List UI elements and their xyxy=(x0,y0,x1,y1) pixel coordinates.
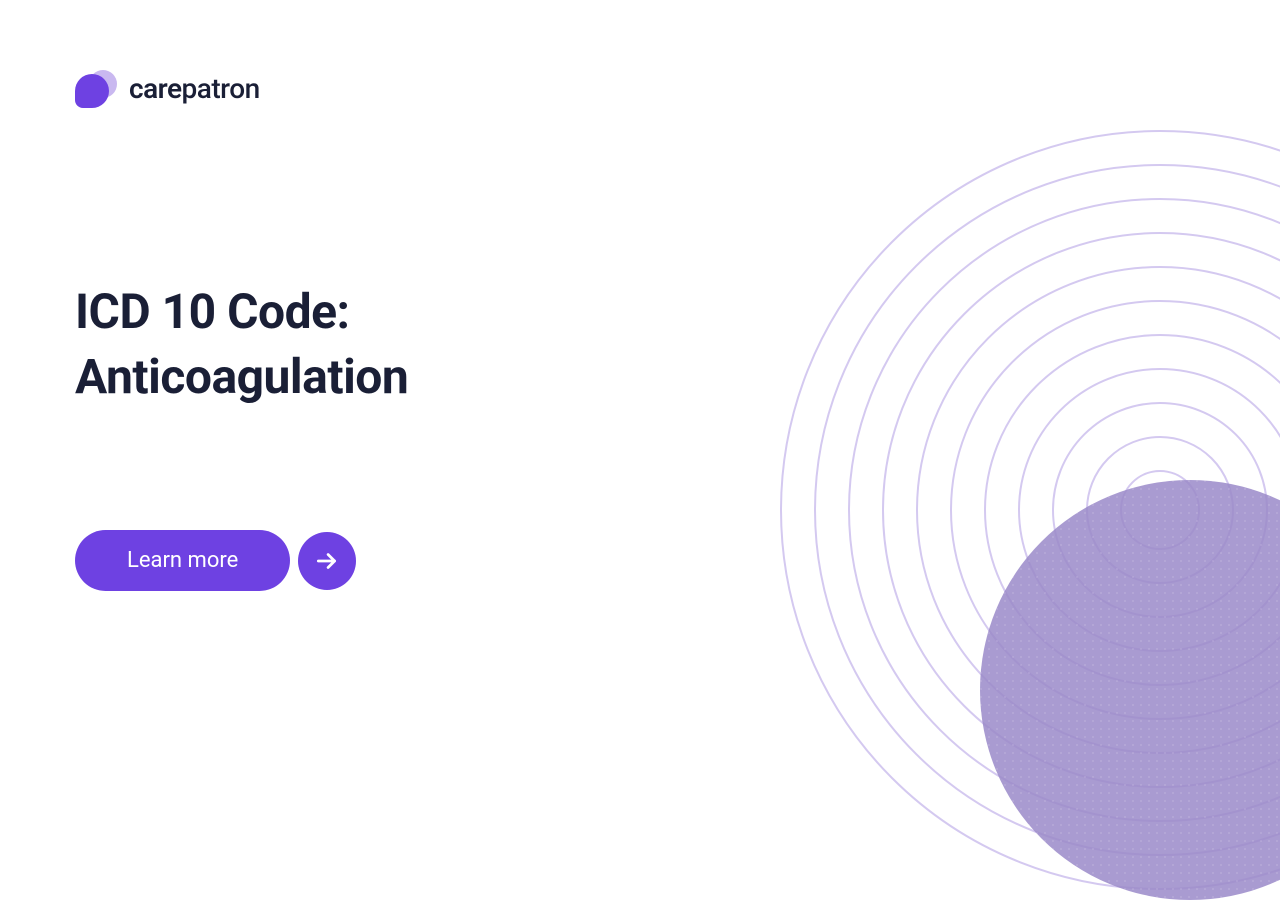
page-title: ICD 10 Code: Anticoagulation xyxy=(75,280,408,410)
logo-mark-icon xyxy=(75,70,117,106)
corner-blob-decoration xyxy=(980,480,1280,900)
brand-name-suffix: patron xyxy=(182,72,260,105)
brand-name: carepatron xyxy=(129,72,260,105)
learn-more-button[interactable]: Learn more xyxy=(75,530,290,591)
brand-logo[interactable]: carepatron xyxy=(75,70,260,106)
cta-group: Learn more xyxy=(75,530,356,591)
brand-name-prefix: care xyxy=(129,72,182,105)
heading-line-2: Anticoagulation xyxy=(75,348,408,405)
concentric-circles-decoration xyxy=(780,130,1280,890)
cta-arrow-button[interactable] xyxy=(298,532,356,590)
heading-line-1: ICD 10 Code: xyxy=(75,283,350,340)
arrow-right-icon xyxy=(314,548,340,574)
